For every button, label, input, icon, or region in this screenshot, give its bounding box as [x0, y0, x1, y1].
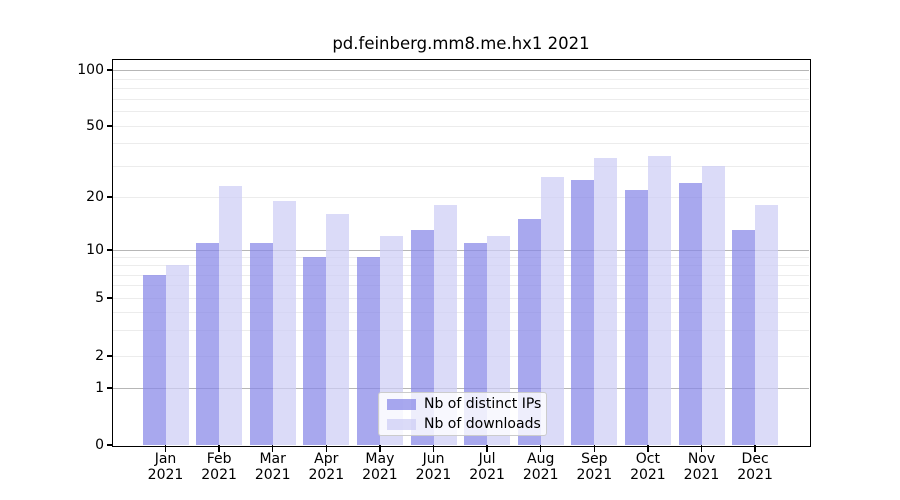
x-tick-feb: [218, 445, 220, 452]
legend-label-distinct-ips: Nb of distinct IPs: [424, 396, 542, 412]
x-tick-label-sep: Sep 2021: [576, 451, 613, 483]
bar-distinct-ips-may: [356, 257, 380, 445]
bar-downloads-nov: [701, 165, 725, 445]
x-tick-label-nov: Nov 2021: [683, 451, 720, 483]
bar-downloads-jan: [165, 265, 189, 445]
x-tick-label-dec: Dec 2021: [737, 451, 773, 483]
bar-distinct-ips-jun: [410, 229, 434, 445]
gridline-minor-50: [113, 126, 809, 127]
y-tick-label-50: 50: [86, 118, 104, 134]
gridline-major-1: [113, 388, 809, 389]
x-tick-dec: [754, 445, 756, 452]
y-tick-50: [106, 125, 113, 127]
gridline-minor-20: [113, 197, 809, 198]
gridline-minor-7: [113, 274, 809, 276]
x-tick-label-jun: Jun 2021: [415, 451, 452, 483]
bar-distinct-ips-mar: [249, 242, 273, 445]
x-tick-label-mar: Mar 2021: [254, 451, 291, 483]
legend-swatch-distinct-ips: [387, 398, 416, 410]
x-tick-label-jan: Jan 2021: [147, 451, 184, 483]
y-tick-label-10: 10: [86, 242, 104, 258]
x-tick-label-apr: Apr 2021: [308, 451, 345, 483]
y-tick-label-2: 2: [95, 348, 104, 364]
y-tick-0: [106, 444, 113, 446]
legend-row-distinct-ips: Nb of distinct IPs: [387, 396, 542, 412]
x-tick-label-aug: Aug 2021: [522, 451, 559, 483]
bar-distinct-ips-feb: [196, 242, 220, 445]
bar-downloads-apr: [326, 214, 350, 445]
y-tick-20: [106, 196, 113, 198]
gridline-minor-6: [113, 285, 809, 287]
y-tick-label-5: 5: [95, 290, 104, 306]
y-tick-label-0: 0: [95, 437, 104, 453]
bar-downloads-oct: [647, 155, 671, 445]
legend-swatch-downloads: [387, 418, 416, 430]
x-tick-oct: [647, 445, 649, 452]
bar-distinct-ips-aug: [517, 218, 541, 445]
gridline-major-10: [113, 250, 809, 251]
y-tick-10: [106, 249, 113, 251]
gridline-minor-60: [113, 111, 809, 113]
x-tick-jun: [432, 445, 435, 452]
gridline-minor-4: [113, 312, 809, 314]
x-tick-aug: [539, 445, 542, 452]
bar-distinct-ips-oct: [624, 189, 648, 445]
bar-downloads-dec: [755, 205, 779, 445]
y-tick-5: [106, 297, 113, 299]
gridline-minor-70: [113, 98, 809, 100]
y-tick-label-1: 1: [95, 380, 104, 396]
bar-downloads-mar: [272, 200, 296, 445]
y-tick-2: [106, 355, 113, 357]
x-tick-label-jul: Jul 2021: [469, 451, 505, 483]
bar-distinct-ips-jan: [142, 274, 166, 445]
x-tick-sep: [593, 445, 596, 452]
y-tick-1: [106, 387, 113, 389]
x-tick-jan: [164, 445, 167, 452]
legend: Nb of distinct IPs Nb of downloads: [378, 392, 547, 436]
legend-row-downloads: Nb of downloads: [387, 416, 541, 432]
bar-downloads-sep: [594, 158, 618, 445]
gridline-minor-3: [113, 330, 809, 332]
y-tick-100: [106, 69, 113, 71]
gridline-minor-40: [113, 143, 809, 145]
y-tick-label-100: 100: [77, 62, 104, 78]
x-tick-apr: [325, 445, 328, 452]
x-tick-label-may: May 2021: [362, 451, 398, 483]
y-tick-label-20: 20: [86, 189, 104, 205]
x-tick-label-oct: Oct 2021: [630, 451, 666, 483]
bar-downloads-feb: [219, 186, 243, 445]
bar-distinct-ips-nov: [678, 182, 702, 445]
plot-area: [113, 60, 809, 445]
gridline-minor-5: [113, 298, 809, 299]
gridline-minor-2: [113, 356, 809, 357]
gridline-minor-9: [113, 257, 809, 259]
gridline-minor-8: [113, 265, 809, 267]
legend-label-downloads: Nb of downloads: [424, 416, 541, 432]
x-tick-nov: [700, 445, 703, 452]
x-tick-mar: [271, 445, 274, 452]
bar-distinct-ips-apr: [303, 257, 327, 445]
bar-distinct-ips-sep: [571, 179, 595, 445]
gridline-minor-90: [113, 78, 809, 80]
gridline-minor-80: [113, 88, 809, 90]
bar-distinct-ips-dec: [732, 229, 756, 445]
gridline-major-100: [113, 70, 809, 71]
x-tick-jul: [486, 445, 488, 452]
bar-downloads-jun: [433, 205, 457, 445]
gridline-minor-30: [113, 165, 809, 167]
x-tick-label-feb: Feb 2021: [201, 451, 237, 483]
chart-title: pd.feinberg.mm8.me.hx1 2021: [332, 34, 590, 53]
bar-downloads-aug: [540, 176, 564, 445]
x-tick-may: [379, 445, 381, 452]
